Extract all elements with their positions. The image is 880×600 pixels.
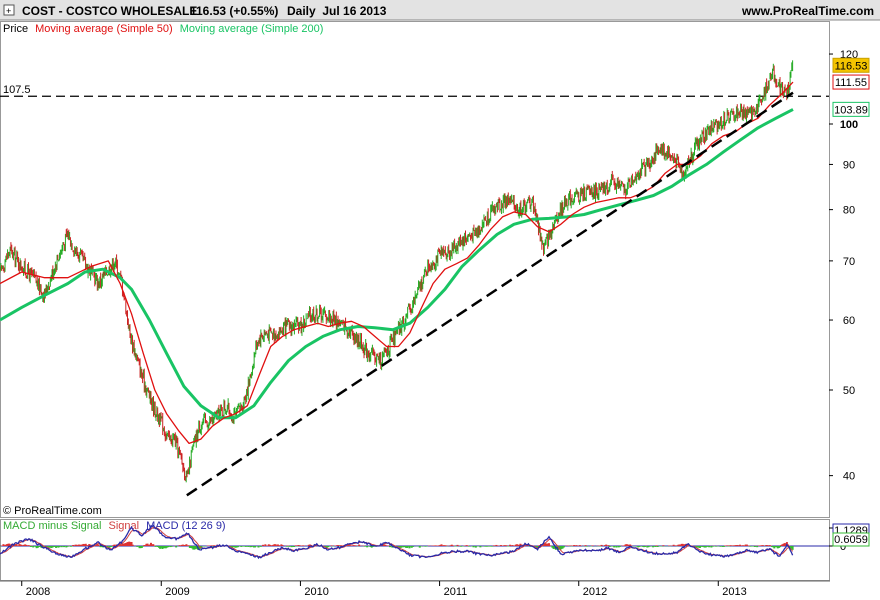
legend-price: Price Moving average (Simple 50) Moving … xyxy=(3,23,323,35)
last-ma50: 111.55 xyxy=(835,77,867,89)
macd-legend-macd: MACD (12 26 9) xyxy=(146,520,225,532)
time-tick-label: 2012 xyxy=(583,586,607,598)
ma200-line xyxy=(0,108,794,420)
ticker-title: COST - COSTCO WHOLESALE xyxy=(22,4,197,18)
price-tick-label: 70 xyxy=(843,256,855,268)
expand-icon-glyph: + xyxy=(6,6,11,16)
last-ma200: 103.89 xyxy=(834,104,868,116)
period-date: Daily Jul 16 2013 xyxy=(287,4,387,18)
macd-legend: MACD minus Signal Signal MACD (12 26 9) xyxy=(3,520,226,532)
last-price: 116.53 xyxy=(835,60,868,72)
time-tick-label: 2008 xyxy=(26,586,50,598)
last-macd-diff-box xyxy=(832,532,870,547)
last-ma200-box xyxy=(832,101,870,117)
legend-ma50-label: Moving average (Simple 50) xyxy=(35,23,173,35)
macd-legend-signal: Signal xyxy=(108,520,139,532)
copyright: © ProRealTime.com xyxy=(3,505,102,517)
header-bar xyxy=(0,0,880,20)
legend-price-label: Price xyxy=(3,23,28,35)
price-tick-label: 50 xyxy=(843,385,855,397)
price-tick-label: 60 xyxy=(843,315,855,327)
price-tick-label: 80 xyxy=(843,205,855,217)
expand-icon[interactable] xyxy=(3,4,15,16)
price-tick-label: 90 xyxy=(843,159,855,171)
price-change: 116.53 (+0.55%) xyxy=(190,4,278,18)
time-tick-label: 2009 xyxy=(165,586,189,598)
support-trendline xyxy=(186,91,794,497)
website-label: www.ProRealTime.com xyxy=(741,4,874,18)
ma50-line xyxy=(0,81,794,445)
last-price-box xyxy=(832,57,870,73)
legend-ma200-label: Moving average (Simple 200) xyxy=(180,23,324,35)
time-tick-label: 2013 xyxy=(722,586,746,598)
time-tick-label: 2010 xyxy=(304,586,328,598)
level-line-label: 107.5 xyxy=(3,84,31,96)
last-ma50-box xyxy=(832,74,870,90)
last-macd-diff: 0.6059 xyxy=(834,534,868,546)
macd-tick-label: 0 xyxy=(840,541,846,553)
macd-legend-diff: MACD minus Signal xyxy=(3,520,101,532)
macd-layer xyxy=(0,524,829,560)
price-layer: 107.5 xyxy=(0,60,829,497)
price-tick-label: 40 xyxy=(843,471,855,483)
macd-line xyxy=(0,524,794,560)
price-tick-label: 100 xyxy=(840,119,858,131)
time-tick-label: 2011 xyxy=(444,586,468,598)
